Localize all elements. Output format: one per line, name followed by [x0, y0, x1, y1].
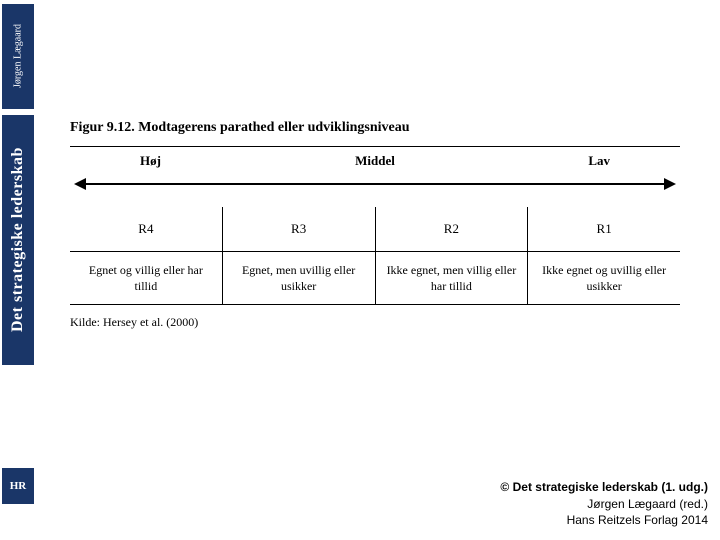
desc-cell-r2: Ikke egnet, men villig eller har tillid — [376, 252, 529, 304]
scale-mid: Middel — [230, 153, 520, 169]
publisher-logo-text: HR — [10, 480, 27, 492]
levels-row: R4 R3 R2 R1 — [70, 207, 680, 251]
footer-line-2: Jørgen Lægaard (red.) — [500, 496, 708, 512]
desc-cell-r1: Ikke egnet og uvillig eller usikker — [528, 252, 680, 304]
figure-content: Figur 9.12. Modtagerens parathed eller u… — [70, 120, 700, 330]
publisher-logo: HR — [2, 468, 34, 504]
figure-source: Kilde: Hersey et al. (2000) — [70, 315, 700, 330]
level-cell-r4: R4 — [70, 207, 223, 251]
descriptions-row: Egnet og villig eller har tillid Egnet, … — [70, 251, 680, 304]
sidebar: Jørgen Lægaard Det strategiske lederskab… — [2, 4, 34, 504]
scale-row: Høj Middel Lav — [70, 147, 680, 207]
level-cell-r3: R3 — [223, 207, 376, 251]
desc-cell-r3: Egnet, men uvillig eller usikker — [223, 252, 376, 304]
level-cell-r2: R2 — [376, 207, 529, 251]
scale-low: Lav — [520, 153, 640, 169]
sidebar-author: Jørgen Lægaard — [2, 4, 34, 109]
figure-title: Figur 9.12. Modtagerens parathed eller u… — [70, 120, 700, 136]
level-cell-r1: R1 — [528, 207, 680, 251]
page: Jørgen Lægaard Det strategiske lederskab… — [0, 0, 720, 540]
double-arrow-icon — [76, 183, 674, 185]
scale-high: Høj — [110, 153, 230, 169]
readiness-diagram: Høj Middel Lav R4 R3 R2 R1 Egnet og vill… — [70, 146, 680, 305]
footer-line-1: © Det strategiske lederskab (1. udg.) — [500, 479, 708, 495]
footer-line-3: Hans Reitzels Forlag 2014 — [500, 512, 708, 528]
footer-credits: © Det strategiske lederskab (1. udg.) Jø… — [500, 479, 708, 528]
scale-labels: Høj Middel Lav — [70, 147, 680, 169]
desc-cell-r4: Egnet og villig eller har tillid — [70, 252, 223, 304]
sidebar-book-title: Det strategiske lederskab — [2, 115, 34, 365]
